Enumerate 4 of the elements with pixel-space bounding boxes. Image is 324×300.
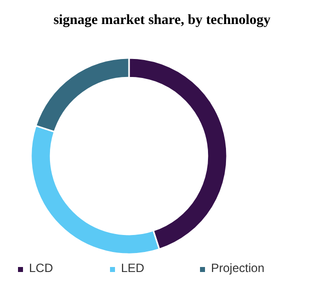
chart-title: signage market share, by technology: [53, 13, 271, 28]
legend-label: Projection: [211, 261, 264, 275]
legend-label: LED: [121, 261, 145, 275]
legend-label: LCD: [29, 261, 54, 275]
